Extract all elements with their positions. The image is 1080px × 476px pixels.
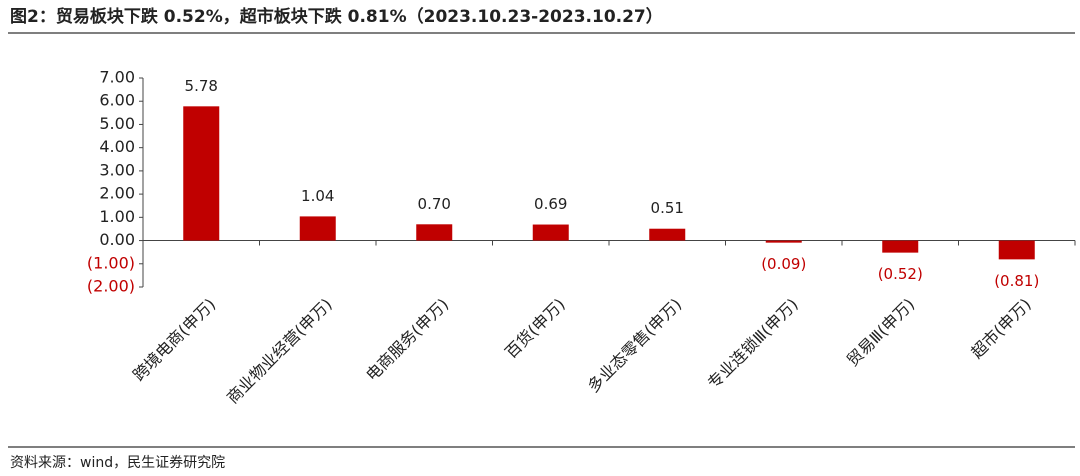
bar bbox=[998, 240, 1035, 260]
x-tick-label: 百货(申万) bbox=[501, 295, 569, 363]
chart-title: 图2：贸易板块下跌 0.52%，超市板块下跌 0.81%（2023.10.23-… bbox=[10, 6, 663, 27]
x-tick-label: 专业连锁Ⅲ(申万) bbox=[704, 295, 802, 393]
bar bbox=[765, 240, 802, 243]
y-tick-label: 0.00 bbox=[99, 230, 135, 249]
bar bbox=[649, 228, 686, 241]
value-label: (0.81) bbox=[994, 272, 1039, 290]
bar bbox=[183, 106, 220, 241]
y-tick-label: (1.00) bbox=[87, 253, 135, 272]
value-label: (0.09) bbox=[761, 255, 806, 273]
bar bbox=[416, 224, 453, 241]
x-tick-label: 多业态零售(申万) bbox=[584, 295, 685, 396]
value-label: 0.69 bbox=[534, 195, 567, 213]
bar bbox=[532, 224, 569, 241]
y-tick-label: 2.00 bbox=[99, 184, 135, 203]
y-tick-label: 7.00 bbox=[99, 68, 135, 87]
value-label: 1.04 bbox=[301, 187, 334, 205]
y-tick-label: 1.00 bbox=[99, 207, 135, 226]
y-tick-label: (2.00) bbox=[87, 277, 135, 296]
x-tick-label: 跨境电商(申万) bbox=[129, 295, 219, 385]
bar bbox=[882, 240, 919, 253]
source-note: 资料来源：wind，民生证券研究院 bbox=[10, 455, 225, 471]
x-tick-label: 电商服务(申万) bbox=[362, 295, 452, 385]
x-tick-label: 超市(申万) bbox=[967, 295, 1035, 363]
y-tick-label: 4.00 bbox=[99, 137, 135, 156]
value-label: 0.51 bbox=[651, 199, 684, 217]
value-label: 0.70 bbox=[418, 195, 451, 213]
x-tick-label: 贸易Ⅲ(申万) bbox=[843, 295, 918, 370]
y-tick-label: 6.00 bbox=[99, 91, 135, 110]
value-label: (0.52) bbox=[878, 265, 923, 283]
bar bbox=[299, 216, 336, 241]
y-tick-label: 5.00 bbox=[99, 114, 135, 133]
value-label: 5.78 bbox=[185, 77, 218, 95]
y-tick-label: 3.00 bbox=[99, 160, 135, 179]
x-tick-label: 商业物业经营(申万) bbox=[223, 295, 336, 408]
